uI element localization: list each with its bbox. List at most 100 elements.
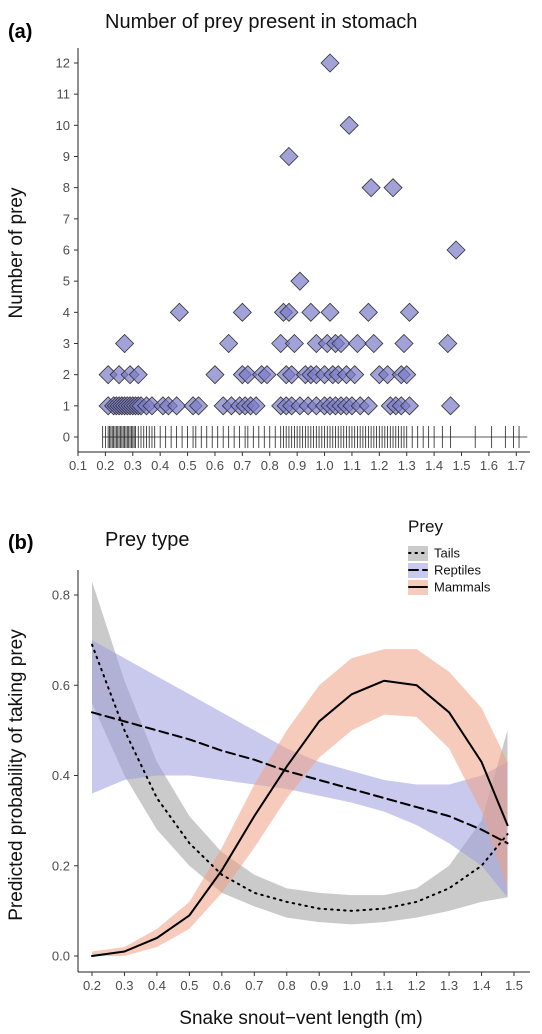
panel-b-y-tick-label: 0.6 [52,678,70,693]
data-point [361,178,381,198]
legend-title: Prey [408,517,443,536]
data-point [238,365,258,385]
panel-b-title: Prey type [105,529,189,551]
panel-a-x-tick-label: 1.4 [425,458,443,473]
panel-b-x-tick-label: 0.6 [213,978,231,993]
data-point [169,302,189,322]
data-point [358,302,378,322]
legend-label-mammals: Mammals [434,580,491,595]
panel-b-y-tick-label: 0.8 [52,588,70,603]
data-point [271,333,291,354]
data-point [438,333,458,354]
panel-a-y-tick-label: 11 [57,87,71,102]
panel-b-plot: 0.0 0.2 0.4 0.6 0.8 0.2 0.3 0.4 0.5 0.6 0.7 0.8 0.9 1… [52,570,530,993]
data-point [446,240,466,260]
data-point [205,365,225,385]
line-tails [91,643,509,912]
panel-b-x-tick-label: 1.0 [343,978,361,993]
data-point [383,178,403,198]
data-point [188,396,209,416]
panel-a-x-tick-label: 1.2 [370,458,388,473]
data-point [167,396,187,416]
panel-a-x-tick-label: 0.2 [96,458,114,473]
panel-b-x-tick-label: 0.9 [310,978,328,993]
data-point [257,365,277,385]
data-point [358,396,378,416]
panel-b-x-tick-label: 0.8 [278,978,296,993]
data-point [320,302,340,322]
panel-a-label: (a) [8,21,32,43]
panel-a-y-tick-label: 2 [63,367,70,382]
legend-swatch-tails [408,546,428,561]
panel-a-y-tick-label: 0 [63,430,70,445]
panel-b-y-tick-label: 0.2 [52,858,70,873]
legend: Prey Tails Reptiles Mammals [408,517,491,595]
panel-a-x-tick-label: 1.7 [507,458,525,473]
panel-a-y-tick-label: 1 [63,398,70,413]
data-point [399,302,420,322]
data-point [440,396,461,416]
data-point [331,333,351,354]
panel-b-x-tick-label: 0.4 [148,978,166,993]
data-point [301,302,321,322]
panel-a-y-tick-label: 3 [63,336,70,351]
panel-a-y-tick-label: 12 [56,56,70,71]
data-point [232,302,252,322]
panel-a-y-tick-label: 8 [63,180,70,195]
data-point [290,271,310,291]
panel-b-x-tick-label: 1.3 [440,978,458,993]
panel-b-y-tick-label: 0.0 [52,949,70,964]
panel-b-x-tick-label: 0.7 [245,978,263,993]
panel-b-x-tick-label: 0.3 [115,978,133,993]
panel-a-x-tick-label: 1.0 [316,458,334,473]
panel-a-x-tick-label: 0.8 [261,458,279,473]
data-point [282,365,302,385]
data-point [347,333,367,354]
data-point [345,365,365,385]
panel-b-label: (b) [8,532,34,554]
data-point [246,396,266,416]
panel-a-y-axis-title: Number of prey [6,187,27,318]
panel-b-x-tick-label: 1.2 [408,978,426,993]
panel-a-x-tick-label: 0.7 [233,458,251,473]
panel-b-x-axis-title: Snake snout−vent length (m) [179,1008,422,1029]
data-point [128,365,148,385]
panel-b-x-tick-label: 1.1 [375,978,393,993]
panel-a-x-tick-label: 0.6 [206,458,224,473]
data-point [320,53,340,73]
panel-a-y-tick-label: 10 [56,118,70,133]
data-point [364,333,384,354]
panel-a-x-tick-label: 1.5 [452,458,470,473]
panel-a-y-tick-label: 5 [63,274,70,289]
data-point [339,115,359,135]
panel-a-y-tick-label: 7 [63,211,70,226]
panel-b-x-tick-label: 1.4 [472,978,490,993]
panel-a-x-tick-label: 0.5 [179,458,197,473]
data-point [399,396,420,416]
data-point [284,333,304,354]
ribbon-tails [92,581,508,925]
panel-a-x-tick-label: 0.9 [288,458,306,473]
panel-a-x-tick-label: 0.3 [124,458,142,473]
data-point [279,302,299,322]
panel-a-x-tick-label: 0.1 [69,458,87,473]
data-point [377,365,398,385]
panel-b-y-axis-title: Predicted probability of taking prey [6,629,27,921]
panel-b-x-tick-label: 1.5 [505,978,523,993]
panel-a-x-tick-label: 0.4 [151,458,169,473]
data-point [397,365,417,385]
data-point [219,333,239,354]
panel-a-y-tick-label: 6 [63,243,70,258]
panel-a-y-tick-label: 9 [63,149,70,164]
panel-a-x-tick-label: 1.3 [398,458,416,473]
panel-a-title: Number of prey present in stomach [105,11,417,33]
panel-a-y-tick-label: 4 [63,305,70,320]
line-reptiles [91,711,509,845]
legend-label-tails: Tails [434,546,461,561]
line-mammals [91,679,509,957]
data-point [115,333,135,354]
panel-a-x-tick-label: 1.1 [343,458,361,473]
panel-b-x-tick-label: 0.5 [180,978,198,993]
